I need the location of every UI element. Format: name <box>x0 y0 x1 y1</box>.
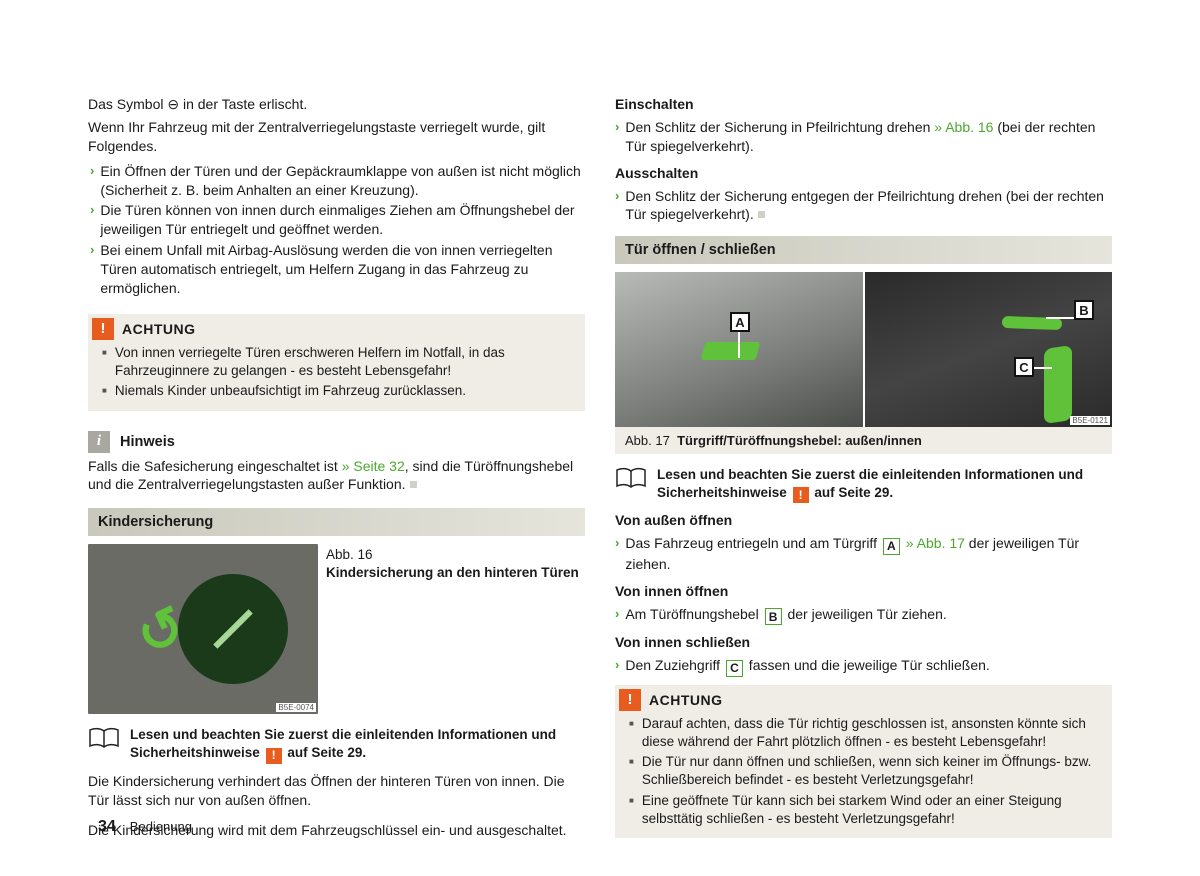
chevron-icon: › <box>615 605 619 626</box>
figure-16-image: ↺ B5E-0074 <box>88 544 318 714</box>
intro-1: Das Symbol ⊖ in der Taste erlischt. <box>88 95 585 114</box>
square-bullet-icon: ■ <box>629 753 636 789</box>
aussen-item: › Das Fahrzeug entriegeln und am Türgrif… <box>615 534 1112 573</box>
warning-title: ACHTUNG <box>122 321 196 337</box>
figure-link[interactable]: » Abb. 17 <box>902 535 965 551</box>
text-part: der jeweiligen Tür ziehen. <box>784 606 947 622</box>
page-link[interactable]: » Seite 32 <box>342 458 405 474</box>
innen-open-title: Von innen öffnen <box>615 582 1112 601</box>
label-c-tag: C <box>1014 357 1034 377</box>
innen-open-item: › Am Türöffnungshebel B der jeweiligen T… <box>615 605 1112 626</box>
warn-item: Eine geöffnete Tür kann sich bei starkem… <box>642 792 1102 828</box>
square-bullet-icon: ■ <box>629 792 636 828</box>
einschalten-item: › Den Schlitz der Sicherung in Pfeilrich… <box>615 118 1112 156</box>
read-first-note: Lesen und beachten Sie zuerst die einlei… <box>615 466 1112 503</box>
figure-17-left-pane: A <box>615 272 863 427</box>
figure-code: B5E-0074 <box>276 703 316 712</box>
chevron-icon: › <box>90 162 94 200</box>
bullet-text: Ein Öffnen der Türen und der Gepäckraumk… <box>100 162 585 200</box>
hint-text: Falls die Safesicherung eingeschaltet is… <box>88 458 342 474</box>
book-text-part: auf Seite 29. <box>811 485 894 500</box>
label-a-tag: A <box>730 312 750 332</box>
right-column: Einschalten › Den Schlitz der Sicherung … <box>615 95 1112 846</box>
aussen-text: Das Fahrzeug entriegeln und am Türgriff … <box>625 534 1112 573</box>
ausschalten-item: › Den Schlitz der Sicherung entgegen der… <box>615 187 1112 225</box>
label-box-c: C <box>726 660 743 677</box>
bullet-text: Die Türen können von innen durch einmali… <box>100 201 585 239</box>
hint-title: Hinweis <box>120 434 175 450</box>
hint-header: i Hinweis <box>88 431 585 453</box>
read-first-text: Lesen und beachten Sie zuerst die einlei… <box>130 726 585 763</box>
text-part: Am Türöffnungshebel <box>625 606 762 622</box>
label-b-tag: B <box>1074 300 1094 320</box>
figure-caption-text: Kindersicherung an den hinteren Türen <box>326 565 579 580</box>
bullet-text: Bei einem Unfall mit Airbag-Auslösung we… <box>100 241 585 298</box>
square-bullet-icon: ■ <box>102 382 109 400</box>
figure-17-caption: Abb. 17 Türgriff/Türöffnungshebel: außen… <box>615 427 1112 454</box>
text-part: fassen und die jeweilige Tür schließen. <box>745 657 990 673</box>
innen-open-text: Am Türöffnungshebel B der jeweiligen Tür… <box>625 605 946 626</box>
figure-code: B5E-0121 <box>1070 416 1110 425</box>
section-heading: Kindersicherung <box>88 508 585 536</box>
text-part: Den Schlitz der Sicherung entgegen der P… <box>625 188 1104 223</box>
figure-17-right-pane: B C B5E-0121 <box>865 272 1113 427</box>
square-bullet-icon: ■ <box>102 344 109 380</box>
chevron-icon: › <box>615 187 619 225</box>
square-bullet-icon: ■ <box>629 715 636 751</box>
warn-item: Darauf achten, dass die Tür richtig gesc… <box>642 715 1102 751</box>
read-first-text: Lesen und beachten Sie zuerst die einlei… <box>657 466 1112 503</box>
innen-close-title: Von innen schließen <box>615 633 1112 652</box>
warning-icon: ! <box>619 689 641 711</box>
chevron-icon: › <box>615 534 619 573</box>
einschalten-title: Einschalten <box>615 95 1112 114</box>
section-heading: Tür öffnen / schließen <box>615 236 1112 264</box>
chevron-icon: › <box>615 118 619 156</box>
figure-caption-text: Türgriff/Türöffnungshebel: außen/innen <box>677 433 922 448</box>
innen-close-text: Den Zuziehgriff C fassen und die jeweili… <box>625 656 989 677</box>
ausschalten-title: Ausschalten <box>615 164 1112 183</box>
ausschalten-text: Den Schlitz der Sicherung entgegen der P… <box>625 187 1112 225</box>
warn-item: Niemals Kinder unbeaufsichtigt im Fahrze… <box>115 382 466 400</box>
book-icon <box>615 466 647 493</box>
page-footer: 34 Bedienung <box>98 818 192 836</box>
page-number: 34 <box>98 818 116 836</box>
intro-bullets: ›Ein Öffnen der Türen und der Gepäckraum… <box>90 162 585 300</box>
figure-16: ↺ B5E-0074 Abb. 16 Kindersicherung an de… <box>88 544 585 714</box>
page-section-name: Bedienung <box>130 819 192 834</box>
intro-2: Wenn Ihr Fahrzeug mit der Zentralverrieg… <box>88 118 585 156</box>
text-part: Das Fahrzeug entriegeln und am Türgriff <box>625 535 881 551</box>
text-part: Den Zuziehgriff <box>625 657 724 673</box>
figure-17: A B C B5E-0121 <box>615 272 1112 427</box>
figure-num: Abb. 16 <box>326 547 373 562</box>
warn-item: Die Tür nur dann öffnen und schließen, w… <box>642 753 1102 789</box>
kinder-para-1: Die Kindersicherung verhindert das Öffne… <box>88 772 585 810</box>
figure-16-caption: Abb. 16 Kindersicherung an den hinteren … <box>326 544 579 581</box>
text-part: Den Schlitz der Sicherung in Pfeilrichtu… <box>625 119 934 135</box>
end-marker-icon <box>410 481 417 488</box>
hint-body: Falls die Safesicherung eingeschaltet is… <box>88 457 585 495</box>
book-text-part: auf Seite 29. <box>284 745 367 760</box>
inline-warning-icon: ! <box>793 487 809 503</box>
warn-item: Von innen verriegelte Türen erschweren H… <box>115 344 575 380</box>
info-icon: i <box>88 431 110 453</box>
end-marker-icon <box>758 211 765 218</box>
innen-close-item: › Den Zuziehgriff C fassen und die jewei… <box>615 656 1112 677</box>
inline-warning-icon: ! <box>266 748 282 764</box>
aussen-title: Von außen öffnen <box>615 511 1112 530</box>
label-box-b: B <box>765 608 782 625</box>
label-box-a: A <box>883 538 900 555</box>
warning-icon: ! <box>92 318 114 340</box>
left-column: Das Symbol ⊖ in der Taste erlischt. Wenn… <box>88 95 585 846</box>
warning-box: ! ACHTUNG ■Darauf achten, dass die Tür r… <box>615 685 1112 838</box>
einschalten-text: Den Schlitz der Sicherung in Pfeilrichtu… <box>625 118 1112 156</box>
chevron-icon: › <box>90 201 94 239</box>
warning-title: ACHTUNG <box>649 692 723 708</box>
read-first-note: Lesen und beachten Sie zuerst die einlei… <box>88 726 585 763</box>
chevron-icon: › <box>90 241 94 298</box>
book-icon <box>88 726 120 753</box>
warning-box: ! ACHTUNG ■Von innen verriegelte Türen e… <box>88 314 585 411</box>
figure-num: Abb. 17 <box>625 433 670 448</box>
chevron-icon: › <box>615 656 619 677</box>
figure-link[interactable]: » Abb. 16 <box>934 119 993 135</box>
